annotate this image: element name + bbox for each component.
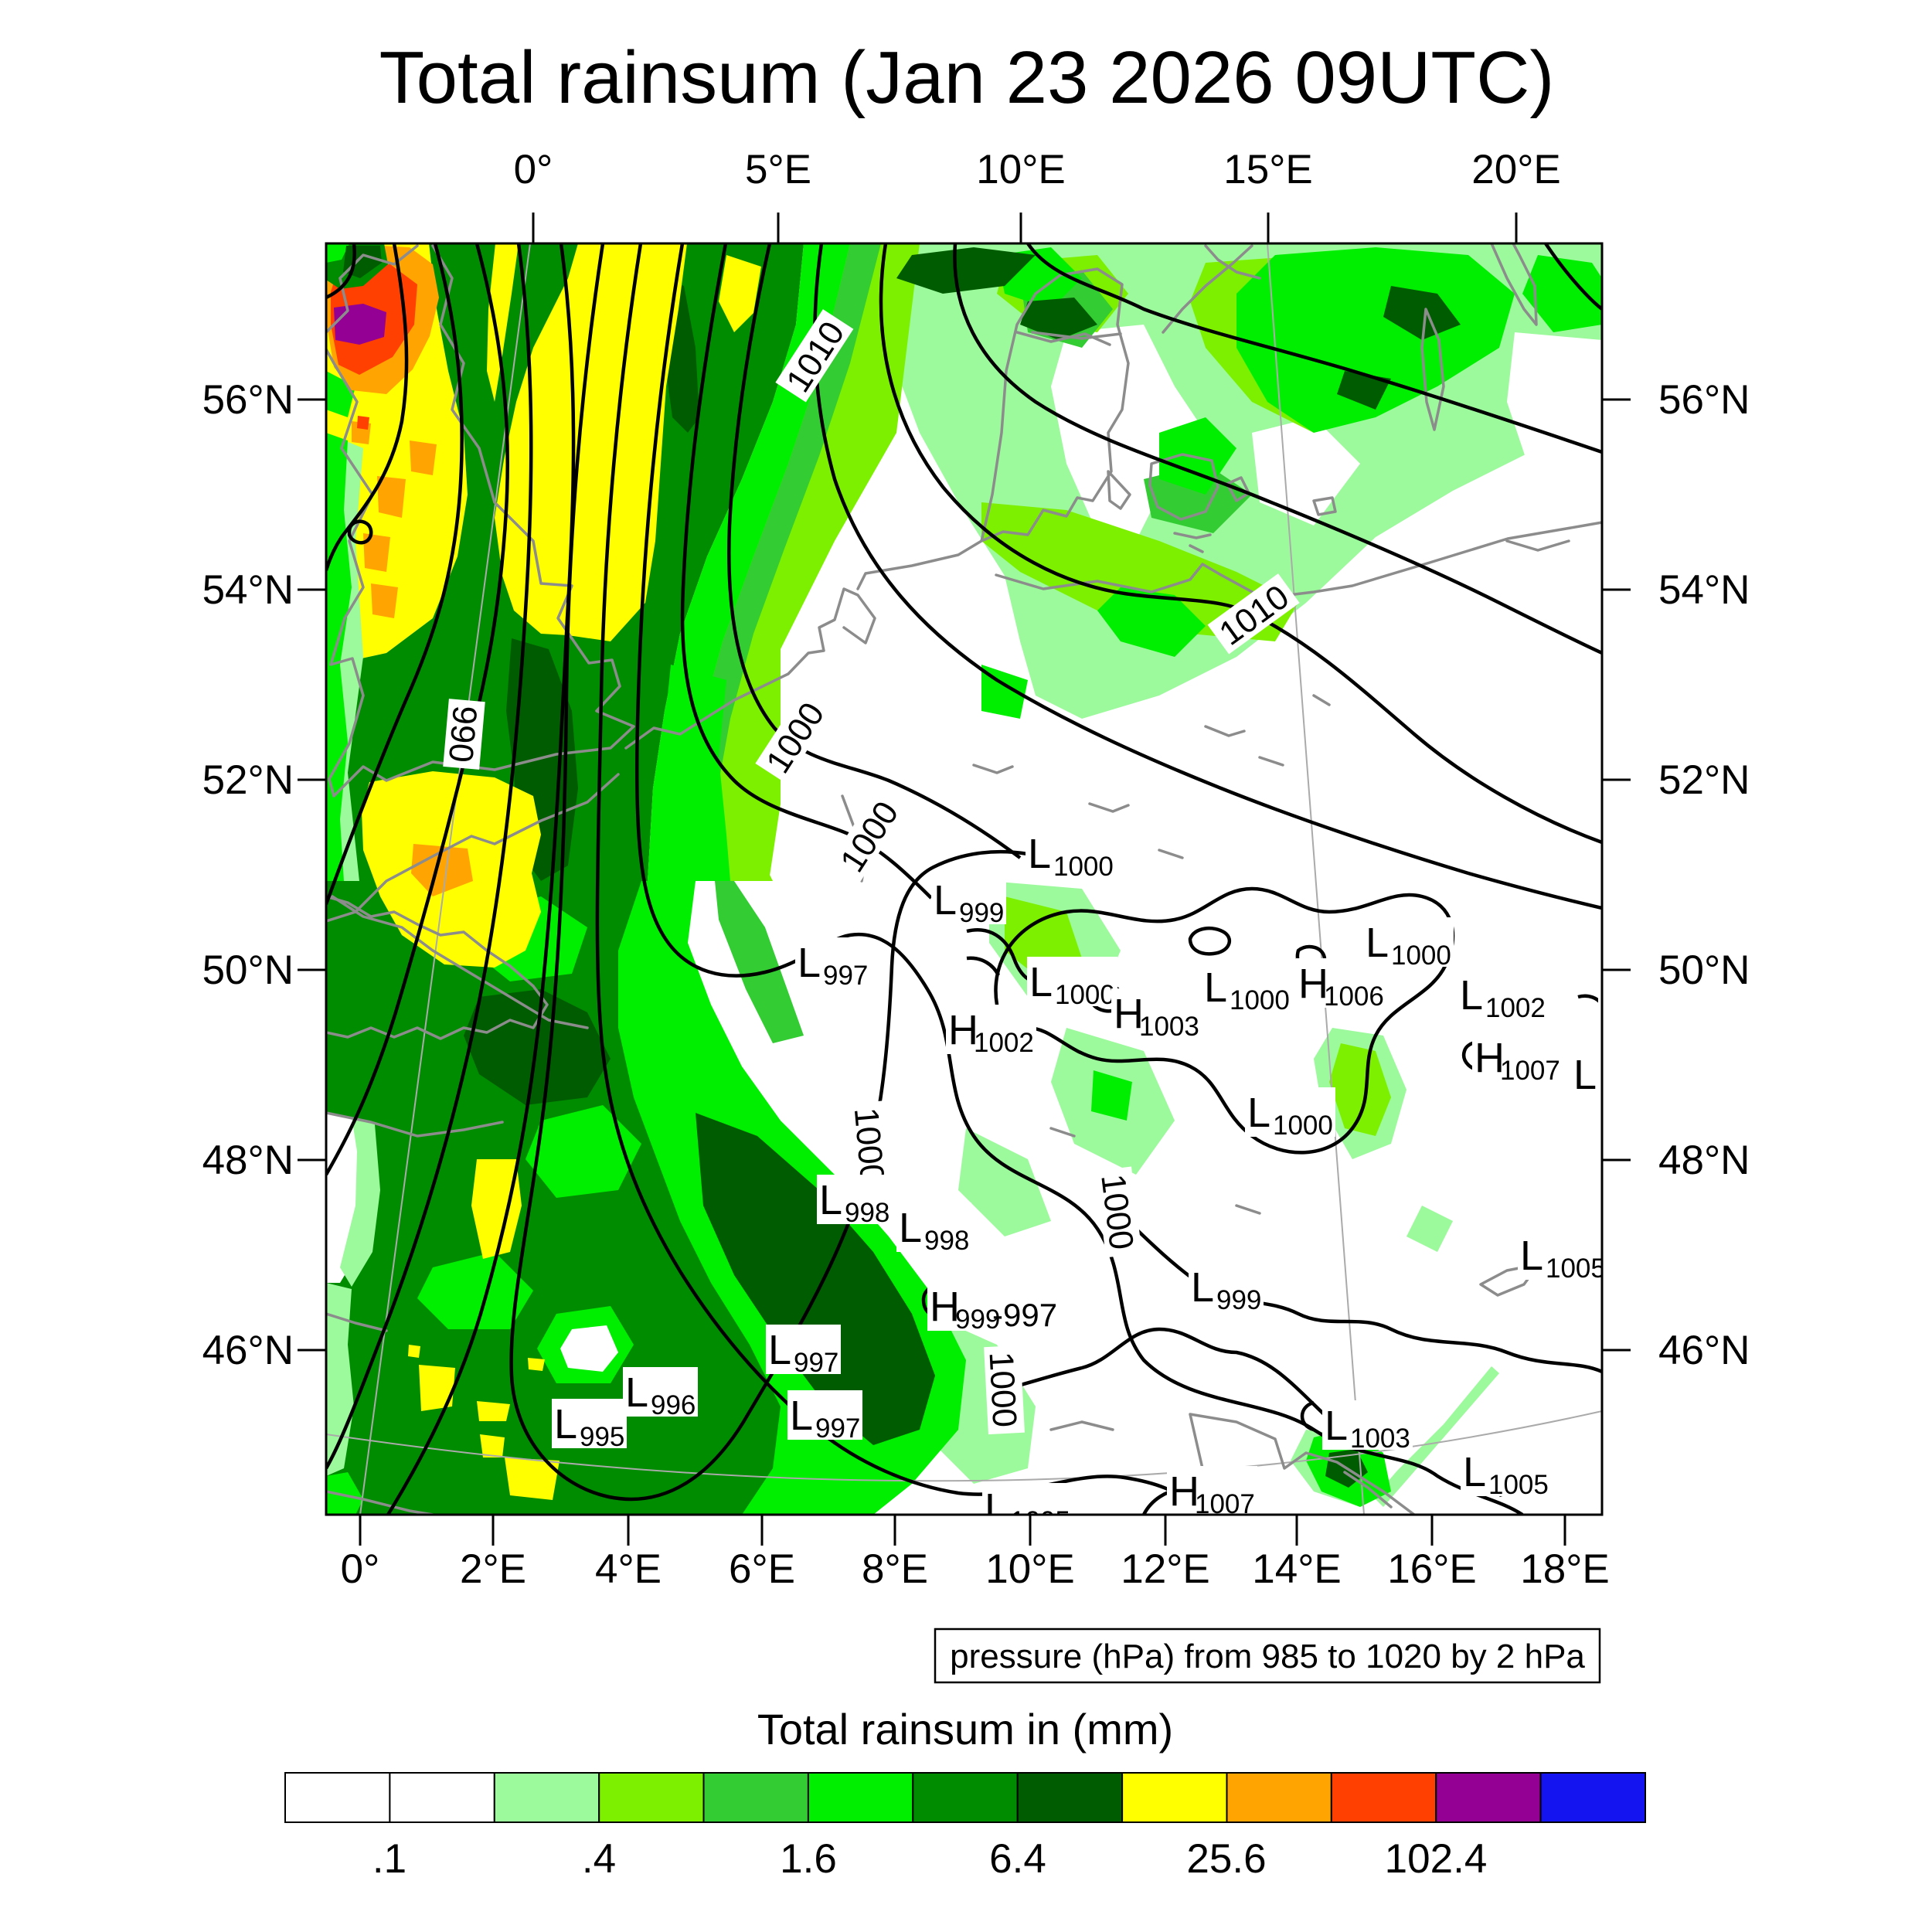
svg-text:H: H [1475,1035,1505,1081]
svg-text:L: L [1520,1233,1543,1279]
svg-text:10°E: 10°E [976,147,1066,192]
svg-text:990: 990 [441,704,484,764]
svg-text:L: L [985,1485,1008,1532]
svg-text:25.6: 25.6 [1186,1836,1266,1882]
svg-text:.1: .1 [372,1836,406,1882]
svg-text:56°N: 56°N [202,377,294,423]
svg-text:2°E: 2°E [460,1546,526,1592]
svg-text:1006: 1006 [1324,981,1384,1012]
svg-text:1003: 1003 [1350,1423,1410,1454]
svg-text:995: 995 [580,1422,624,1452]
svg-text:1000: 1000 [1230,985,1290,1015]
svg-text:997: 997 [823,961,868,991]
svg-text:1005: 1005 [1488,1470,1549,1500]
svg-text:.4: .4 [582,1836,616,1882]
svg-text:48°N: 48°N [1658,1138,1750,1183]
svg-text:1005: 1005 [1010,1506,1070,1536]
svg-text:52°N: 52°N [202,757,294,803]
svg-text:997: 997 [815,1413,860,1444]
svg-text:52°N: 52°N [1658,757,1750,803]
svg-text:998: 998 [845,1198,889,1228]
svg-text:996: 996 [651,1390,696,1420]
svg-text:L: L [1247,1090,1270,1136]
svg-text:1000: 1000 [1094,1172,1141,1252]
svg-text:H: H [1114,991,1144,1037]
svg-text:102.4: 102.4 [1385,1836,1488,1882]
svg-text:1007: 1007 [1195,1489,1255,1519]
svg-text:1000: 1000 [1391,940,1451,971]
svg-text:16°E: 16°E [1387,1546,1477,1592]
svg-text:1.6: 1.6 [780,1836,837,1882]
svg-text:5°E: 5°E [745,147,811,192]
svg-text:999: 999 [955,1304,1000,1335]
svg-text:L: L [1028,831,1051,877]
svg-text:48°N: 48°N [202,1138,294,1183]
svg-text:pressure (hPa) from 985 to 102: pressure (hPa) from 985 to 1020 by 2 hPa [950,1638,1585,1675]
svg-text:4°E: 4°E [595,1546,662,1592]
svg-text:6°E: 6°E [729,1546,795,1592]
svg-text:L: L [1598,912,1621,958]
svg-text:50°N: 50°N [1658,947,1750,993]
svg-text:20°E: 20°E [1471,147,1561,192]
svg-text:14°E: 14°E [1252,1546,1342,1592]
svg-text:1000: 1000 [981,1351,1023,1428]
svg-text:1007: 1007 [1500,1056,1560,1086]
svg-text:H: H [930,1284,960,1330]
svg-text:15°E: 15°E [1223,147,1313,192]
svg-text:H: H [1298,961,1328,1007]
svg-text:L: L [1325,1403,1348,1449]
svg-text:1000: 1000 [1055,980,1115,1010]
svg-text:L: L [1460,972,1483,1019]
svg-text:L: L [554,1401,577,1447]
svg-text:L: L [1191,1264,1214,1311]
svg-text:1002: 1002 [974,1028,1034,1058]
svg-text:54°N: 54°N [202,567,294,613]
svg-text:0°: 0° [341,1546,380,1592]
svg-text:1005: 1005 [1599,1073,1659,1103]
svg-text:6.4: 6.4 [989,1836,1046,1882]
svg-text:46°N: 46°N [1658,1328,1750,1373]
svg-text:L: L [819,1177,842,1223]
svg-text:54°N: 54°N [1658,567,1750,613]
svg-text:18°E: 18°E [1520,1546,1610,1592]
svg-text:Total rainsum (Jan 23 2026 09U: Total rainsum (Jan 23 2026 09UTC) [379,36,1555,119]
svg-text:1000: 1000 [847,1106,891,1185]
svg-text:998: 998 [924,1226,969,1256]
svg-text:L: L [1204,964,1227,1011]
svg-text:10°E: 10°E [985,1546,1075,1592]
svg-text:1003: 1003 [1139,1012,1199,1042]
svg-text:46°N: 46°N [202,1328,294,1373]
svg-text:1002: 1002 [1485,993,1546,1023]
svg-text:L: L [899,1205,922,1251]
svg-text:L: L [1366,920,1389,966]
svg-text:L: L [1573,1052,1597,1098]
svg-text:1000: 1000 [1053,852,1114,882]
svg-text:997: 997 [794,1348,838,1378]
svg-text:56°N: 56°N [1658,377,1750,423]
svg-text:0°: 0° [514,147,553,192]
svg-text:Total rainsum in (mm): Total rainsum in (mm) [757,1705,1173,1753]
svg-text:H: H [1600,977,1631,1023]
svg-text:8°E: 8°E [862,1546,928,1592]
svg-text:999: 999 [959,898,1004,928]
svg-text:L: L [1029,959,1053,1005]
svg-text:L: L [798,940,821,986]
svg-text:L: L [625,1369,648,1416]
svg-text:50°N: 50°N [202,947,294,993]
svg-text:L: L [934,877,957,923]
svg-text:999: 999 [1216,1285,1261,1315]
svg-text:-997: -997 [992,1297,1057,1333]
svg-text:L: L [1463,1449,1486,1495]
svg-text:H: H [948,1007,978,1053]
svg-text:12°E: 12°E [1121,1546,1210,1592]
svg-text:L: L [768,1327,791,1373]
svg-text:L: L [790,1393,813,1439]
svg-text:H: H [1169,1468,1199,1515]
svg-text:100: 100 [1626,998,1671,1028]
svg-text:1005: 1005 [1546,1253,1606,1284]
svg-text:1000: 1000 [1273,1111,1333,1141]
